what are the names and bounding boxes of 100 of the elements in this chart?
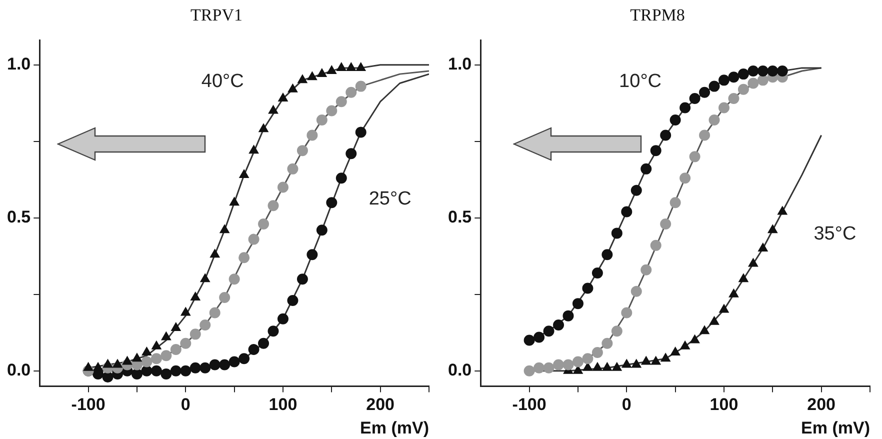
point	[346, 148, 357, 160]
y-tick-label: 0.0	[448, 360, 472, 380]
point	[553, 359, 564, 370]
point	[287, 163, 298, 174]
point	[738, 84, 749, 95]
point	[83, 362, 94, 371]
point	[630, 184, 642, 196]
point	[611, 228, 622, 239]
point	[748, 66, 759, 76]
point	[248, 234, 260, 245]
point	[728, 72, 740, 83]
point	[180, 307, 190, 316]
point	[748, 78, 759, 89]
point	[640, 264, 652, 276]
point	[621, 206, 632, 218]
point	[699, 130, 710, 141]
point	[728, 93, 740, 104]
point	[336, 62, 346, 71]
point	[132, 353, 142, 362]
point	[680, 340, 690, 350]
point	[258, 124, 268, 132]
point	[718, 102, 730, 114]
point	[277, 313, 288, 324]
x-tick-label: 200	[366, 395, 395, 414]
point	[326, 66, 336, 74]
point	[228, 274, 240, 285]
point	[758, 242, 768, 252]
point	[689, 151, 700, 162]
point	[180, 338, 192, 349]
point	[219, 359, 230, 370]
x-tick-label: 100	[710, 395, 738, 414]
point	[562, 359, 574, 370]
x-tick-label: -100	[71, 395, 106, 414]
point	[219, 292, 230, 303]
point	[621, 307, 632, 318]
x-tick-label: 0	[180, 395, 190, 414]
point	[660, 353, 670, 362]
point	[296, 274, 308, 285]
point	[298, 74, 308, 84]
point	[288, 84, 298, 92]
point	[307, 72, 318, 80]
point	[229, 197, 240, 206]
point	[632, 359, 642, 368]
point	[238, 353, 250, 364]
y-tick-label: 1.0	[448, 54, 472, 74]
point	[141, 356, 152, 368]
point	[708, 80, 720, 92]
point	[641, 356, 651, 365]
point	[700, 326, 710, 334]
point	[670, 347, 680, 356]
point	[336, 172, 347, 184]
point	[306, 249, 318, 260]
point	[248, 145, 259, 154]
point	[355, 126, 366, 138]
point	[582, 282, 594, 294]
point	[142, 347, 152, 356]
point	[650, 145, 662, 156]
point	[776, 66, 788, 76]
point	[200, 319, 211, 330]
point	[209, 359, 220, 370]
point	[131, 368, 142, 380]
point	[630, 286, 642, 297]
point	[190, 328, 201, 340]
point	[296, 145, 308, 156]
point	[670, 197, 681, 208]
point	[592, 362, 602, 371]
point	[708, 114, 720, 126]
point	[210, 249, 220, 258]
point	[122, 356, 132, 365]
point	[728, 288, 739, 298]
point	[346, 86, 357, 98]
point	[602, 338, 613, 349]
point	[336, 96, 347, 108]
point	[767, 66, 778, 76]
point	[572, 298, 584, 310]
point	[355, 80, 366, 92]
annotation: 40°C	[201, 71, 244, 92]
point	[150, 365, 162, 376]
point	[180, 365, 192, 376]
point	[689, 93, 700, 104]
point	[670, 114, 681, 126]
x-tick-label: 200	[807, 395, 836, 414]
point	[277, 182, 288, 193]
point	[699, 86, 710, 98]
point	[757, 66, 768, 76]
x-tick-label: -100	[512, 395, 546, 414]
point	[248, 344, 260, 355]
point	[102, 372, 114, 383]
y-tick-label: 0.5	[6, 208, 31, 227]
point	[316, 224, 328, 236]
point	[680, 102, 691, 114]
point	[718, 74, 730, 86]
point	[326, 105, 338, 116]
point	[582, 353, 594, 364]
x-axis-title: Em (mV)	[360, 418, 429, 438]
point	[543, 362, 554, 374]
point	[268, 200, 279, 212]
point	[326, 197, 338, 208]
point	[709, 316, 720, 325]
point	[650, 240, 662, 251]
